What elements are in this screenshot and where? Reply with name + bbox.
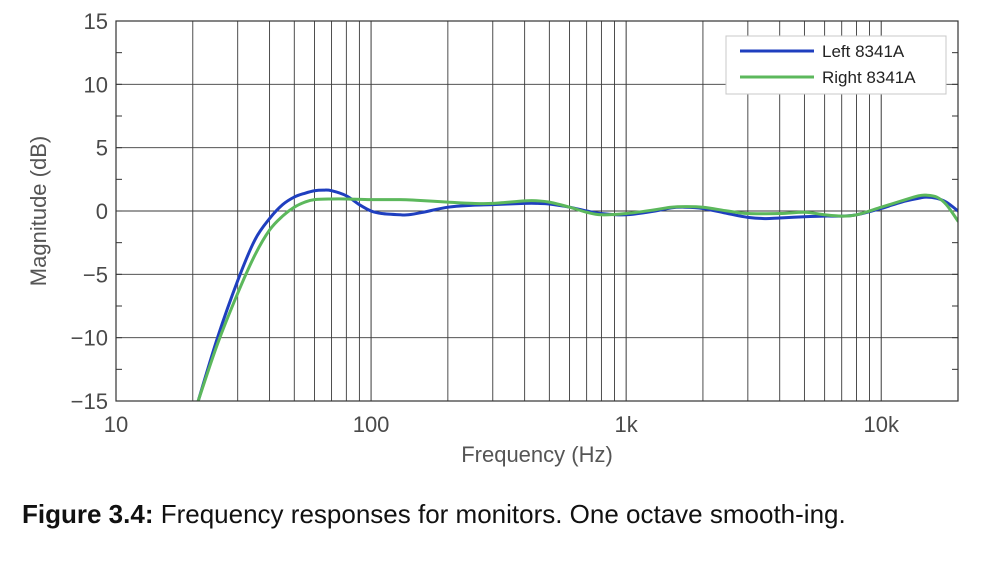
legend-label-right: Right 8341A	[822, 68, 916, 87]
x-tick-label: 10	[104, 412, 128, 437]
y-tick-label: −15	[71, 389, 108, 414]
frequency-response-chart: 10 100 1k 10k 15 10 5 0 −5 −10 −15 Frequency (Hz)…	[26, 9, 959, 467]
y-tick-label: −5	[83, 262, 108, 287]
x-tick-label: 10k	[863, 412, 899, 437]
y-tick-label: 5	[96, 136, 108, 161]
y-axis-label: Magnitude (dB)	[26, 136, 51, 286]
legend-box	[725, 35, 947, 95]
plot-frame	[115, 20, 959, 402]
legend: Left 8341A Right 8341A	[725, 35, 947, 95]
caption-text: Frequency responses for monitors. One oc…	[160, 499, 846, 529]
figure-caption: Figure 3.4: Frequency responses for moni…	[22, 496, 972, 532]
y-tick-label: 15	[84, 9, 108, 34]
series-line-right-8341a	[196, 193, 958, 401]
y-tick-labels: 15 10 5 0 −5 −10 −15	[71, 9, 108, 414]
y-tick-label: 0	[96, 199, 108, 224]
caption-label: Figure 3.4:	[22, 499, 154, 529]
x-tick-label: 100	[353, 412, 390, 437]
legend-label-left: Left 8341A	[822, 42, 905, 61]
y-tick-label: −10	[71, 326, 108, 351]
series-lines	[196, 188, 958, 401]
x-tick-labels: 10 100 1k 10k	[104, 412, 900, 437]
x-tick-label: 1k	[615, 412, 639, 437]
y-tick-label: 10	[84, 72, 108, 97]
x-axis-label: Frequency (Hz)	[461, 442, 613, 467]
